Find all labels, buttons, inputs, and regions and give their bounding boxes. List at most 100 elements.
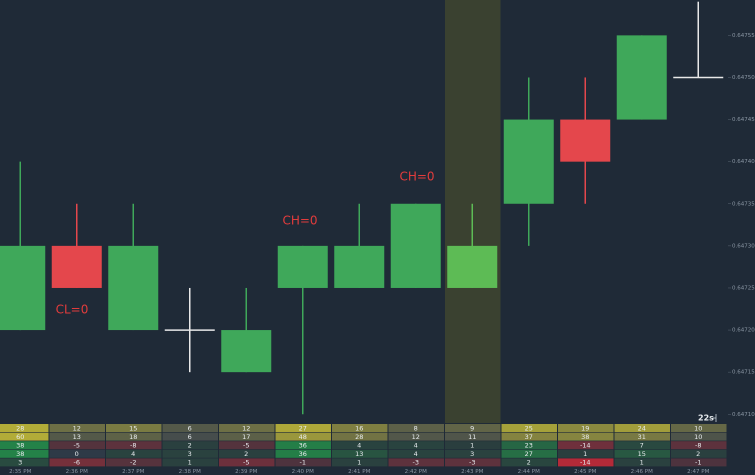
table-value: 15 xyxy=(129,424,137,432)
table-value: -1 xyxy=(695,459,701,467)
table-value: 17 xyxy=(242,433,250,441)
table-cell xyxy=(106,424,162,432)
candle-body xyxy=(51,245,102,288)
table-cell xyxy=(671,458,727,467)
x-tick-label: 2:45 PM xyxy=(574,469,596,475)
candle-body xyxy=(108,245,159,331)
table-value: 48 xyxy=(299,433,307,441)
table-value: 0 xyxy=(75,450,79,458)
annotation: CH=0 xyxy=(282,214,317,228)
table-value: 16 xyxy=(355,424,363,432)
table-value: -3 xyxy=(469,459,475,467)
table-cell xyxy=(558,432,614,441)
table-cell xyxy=(106,432,162,441)
table-value: 8 xyxy=(414,424,418,432)
table-cell xyxy=(558,424,614,432)
table-value: 3 xyxy=(188,450,192,458)
table-value: -5 xyxy=(243,459,249,467)
table-value: 4 xyxy=(131,450,135,458)
annotation: CL=0 xyxy=(56,303,89,317)
table-value: 25 xyxy=(525,424,533,432)
table-value: 38 xyxy=(581,433,589,441)
table-cell xyxy=(162,449,218,458)
table-value: 36 xyxy=(299,442,307,450)
timer: 22s xyxy=(698,414,714,423)
table-cell xyxy=(275,449,331,458)
table-value: -14 xyxy=(580,442,591,450)
table-value: 13 xyxy=(355,450,363,458)
table-cell xyxy=(162,432,218,441)
table-cell xyxy=(388,458,444,467)
x-tick-label: 2:38 PM xyxy=(179,469,201,475)
table-cell xyxy=(219,449,275,458)
table-value: 12 xyxy=(73,424,81,432)
table-value: 11 xyxy=(468,433,476,441)
table-value: -1 xyxy=(300,459,306,467)
table-value: 10 xyxy=(694,424,702,432)
table-cell xyxy=(614,441,670,450)
table-value: 2 xyxy=(188,442,192,450)
table-cell xyxy=(614,424,670,432)
table-cell xyxy=(614,458,670,467)
table-value: 37 xyxy=(525,433,533,441)
table-cell xyxy=(0,458,49,467)
table-value: 9 xyxy=(470,424,474,432)
x-tick-label: 2:42 PM xyxy=(405,469,427,475)
table-value: 6 xyxy=(188,433,192,441)
x-tick-label: 2:36 PM xyxy=(66,469,88,475)
table-cell xyxy=(275,424,331,432)
table-value: -6 xyxy=(74,459,80,467)
table-value: 19 xyxy=(581,424,589,432)
table-value: 1 xyxy=(583,450,587,458)
table-cell xyxy=(445,432,501,441)
table-value: 3 xyxy=(18,459,22,467)
candle-body xyxy=(390,203,441,288)
candle-body xyxy=(560,119,611,162)
table-value: 12 xyxy=(412,433,420,441)
table-value: 38 xyxy=(16,450,24,458)
x-tick-label: 2:43 PM xyxy=(461,469,483,475)
table-cell xyxy=(49,424,105,432)
table-cell xyxy=(558,441,614,450)
table-cell xyxy=(671,441,727,450)
table-cell xyxy=(671,432,727,441)
table-value: 27 xyxy=(299,424,307,432)
table-value: 31 xyxy=(638,433,646,441)
table-value: -8 xyxy=(695,442,701,450)
table-cell xyxy=(445,441,501,450)
table-cell xyxy=(332,441,388,450)
x-tick-label: 2:44 PM xyxy=(518,469,540,475)
table-cell xyxy=(162,458,218,467)
table-cell xyxy=(388,424,444,432)
table-cell xyxy=(106,449,162,458)
table-cell xyxy=(332,458,388,467)
timer-icon xyxy=(713,414,717,422)
table-cell xyxy=(0,449,49,458)
table-value: -3 xyxy=(413,459,419,467)
y-tick-label: 0.64725 xyxy=(732,285,755,291)
table-value: -5 xyxy=(243,442,249,450)
table-cell xyxy=(388,449,444,458)
candle-body xyxy=(0,245,46,331)
table-cell xyxy=(332,424,388,432)
table-cell xyxy=(614,449,670,458)
table-value: 4 xyxy=(414,442,418,450)
table-cell xyxy=(388,432,444,441)
table-cell xyxy=(275,432,331,441)
table-cell xyxy=(219,441,275,450)
table-value: -8 xyxy=(130,442,136,450)
candle-body xyxy=(616,35,667,120)
table-cell xyxy=(501,458,557,467)
table-cell xyxy=(671,424,727,432)
annotation: CH=0 xyxy=(399,170,434,184)
table-cell xyxy=(445,424,501,432)
table-cell xyxy=(219,424,275,432)
y-tick-label: 0.64730 xyxy=(732,243,755,249)
table-value: 1 xyxy=(357,459,361,467)
table-cell xyxy=(162,424,218,432)
table-cell xyxy=(501,449,557,458)
table-cell xyxy=(0,424,49,432)
table-value: 4 xyxy=(357,442,361,450)
table-value: -2 xyxy=(130,459,136,467)
table-value: 2 xyxy=(244,450,248,458)
